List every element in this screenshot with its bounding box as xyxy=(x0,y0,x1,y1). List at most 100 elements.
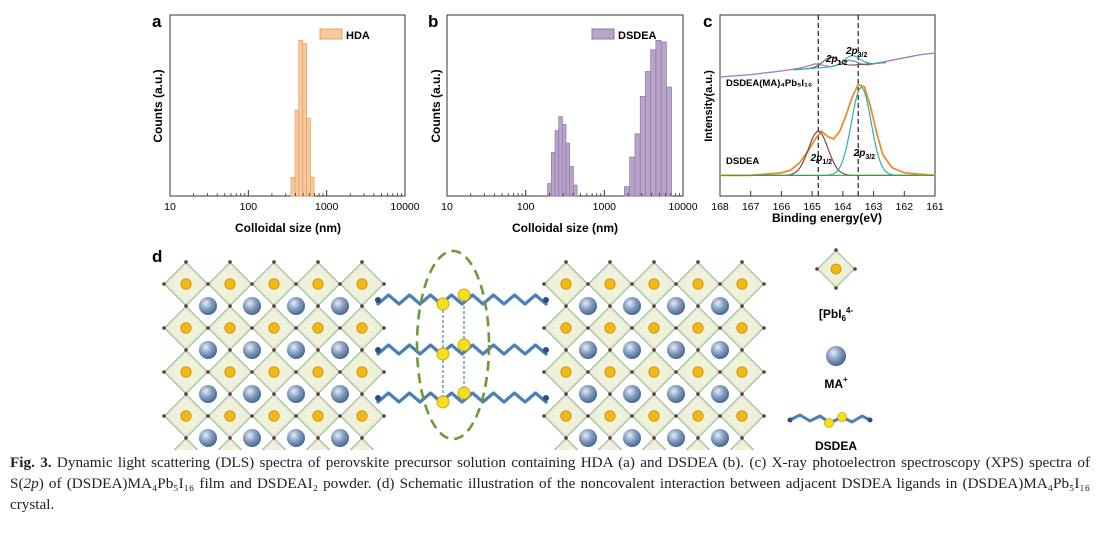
iodide-atom xyxy=(206,370,210,374)
ma-cation xyxy=(243,297,261,315)
legend-label-ma: MA+ xyxy=(824,375,848,391)
pb-center-atom xyxy=(356,278,368,290)
iodide-atom xyxy=(382,282,386,286)
iodide-atom xyxy=(652,392,656,396)
iodide-atom xyxy=(294,282,298,286)
caption-label: Fig. 3. xyxy=(10,454,52,471)
iodide-atom xyxy=(360,392,364,396)
plot-frame-c xyxy=(719,14,936,197)
iodide-atom xyxy=(762,370,766,374)
iodide-atom xyxy=(316,436,320,440)
iodide-atom xyxy=(316,348,320,352)
ma-cation xyxy=(711,385,729,403)
x-tick-label: 166 xyxy=(773,201,791,213)
legend-sulfur-atom xyxy=(837,412,847,422)
ma-cation xyxy=(243,341,261,359)
ma-cation xyxy=(623,341,641,359)
pb-center-atom xyxy=(312,278,324,290)
iodide-atom xyxy=(608,304,612,308)
x-axis-label-b: Colloidal size (nm) xyxy=(512,221,618,235)
iodide-atom xyxy=(272,260,276,264)
ma-cation xyxy=(711,341,729,359)
ligand-end xyxy=(543,347,549,353)
dsdea-ligand xyxy=(376,391,548,404)
ma-cation xyxy=(623,429,641,447)
y-axis-label-c: Intensity(a.u.) xyxy=(703,70,715,142)
pb-center-atom xyxy=(560,366,572,378)
legend-label-dsdea: DSDEA xyxy=(618,30,657,42)
iodide-atom xyxy=(564,304,568,308)
pb-center-atom xyxy=(604,366,616,378)
x-axis-label-a: Colloidal size (nm) xyxy=(235,221,341,235)
iodide-atom xyxy=(586,370,590,374)
dsdea-ligand xyxy=(376,343,548,356)
sulfur-atom xyxy=(436,297,450,311)
iodide-atom xyxy=(674,282,678,286)
pb-center-atom xyxy=(560,410,572,422)
iodide-atom xyxy=(272,392,276,396)
ma-cation xyxy=(331,385,349,403)
iodide-atom xyxy=(762,282,766,286)
perovskite-lattice-left xyxy=(162,260,386,450)
y-axis-label-a: Counts (a.u.) xyxy=(151,69,165,142)
histogram-bar xyxy=(290,176,296,197)
iodide-atom xyxy=(718,414,722,418)
iodide-atom xyxy=(630,326,634,330)
x-tick-label: 100 xyxy=(517,201,535,213)
iodide-atom xyxy=(382,370,386,374)
iodide-atom xyxy=(382,326,386,330)
iodide-atom xyxy=(294,370,298,374)
pb-center-atom xyxy=(736,322,748,334)
x-tick-label: 10 xyxy=(441,201,453,213)
iodide-atom xyxy=(206,326,210,330)
histogram-bar xyxy=(666,86,672,197)
ma-cation xyxy=(243,385,261,403)
iodide-atom xyxy=(564,348,568,352)
ma-cation xyxy=(199,429,217,447)
x-tick-label: 164 xyxy=(834,201,852,213)
legend-sulfur-atom xyxy=(824,418,834,428)
interaction-ellipse xyxy=(415,249,491,441)
histogram-bar xyxy=(629,156,636,197)
iodide-atom xyxy=(360,348,364,352)
iodide-atom xyxy=(608,392,612,396)
iodide-atom xyxy=(272,348,276,352)
ma-cation xyxy=(667,297,685,315)
iodide-atom xyxy=(250,414,254,418)
iodide-atom xyxy=(762,326,766,330)
perovskite-lattice-right xyxy=(542,260,766,450)
pb-center-atom xyxy=(560,278,572,290)
ma-cation xyxy=(331,341,349,359)
iodide-atom xyxy=(674,326,678,330)
iodide-atom xyxy=(542,370,546,374)
pb-center-atom xyxy=(312,322,324,334)
iodide-atom xyxy=(228,436,232,440)
panel-letter-d: d xyxy=(152,247,162,266)
x-tick-label: 167 xyxy=(742,201,760,213)
pb-center-atom xyxy=(268,322,280,334)
x-tick-label: 10 xyxy=(164,201,176,213)
ma-cation xyxy=(579,297,597,315)
xps-fit-component xyxy=(793,55,886,71)
caption-line3: (DSDEA)MA₄Pb₅I₁₆ crystal. xyxy=(10,475,1091,513)
iodide-atom xyxy=(630,370,634,374)
x-tick-label: 165 xyxy=(803,201,821,213)
iodide-atom xyxy=(696,436,700,440)
iodide-atom xyxy=(228,260,232,264)
iodide-atom xyxy=(608,260,612,264)
caption-line1: Dynamic light scattering (DLS) spectra o… xyxy=(56,454,1024,471)
iodide-atom xyxy=(740,392,744,396)
iodide-atom xyxy=(608,436,612,440)
iodide-atom xyxy=(586,282,590,286)
iodide-atom xyxy=(184,304,188,308)
pb-center-atom xyxy=(604,322,616,334)
x-tick-label: 1000 xyxy=(315,201,339,213)
ma-cation xyxy=(667,385,685,403)
pb-center-atom xyxy=(604,410,616,422)
pb-center-atom xyxy=(268,366,280,378)
iodide-atom xyxy=(250,282,254,286)
legend-swatch-hda xyxy=(319,28,343,40)
peak-label: 2p1/2 xyxy=(810,153,833,166)
xps-fit-component xyxy=(750,86,918,176)
iodide-atom xyxy=(338,414,342,418)
